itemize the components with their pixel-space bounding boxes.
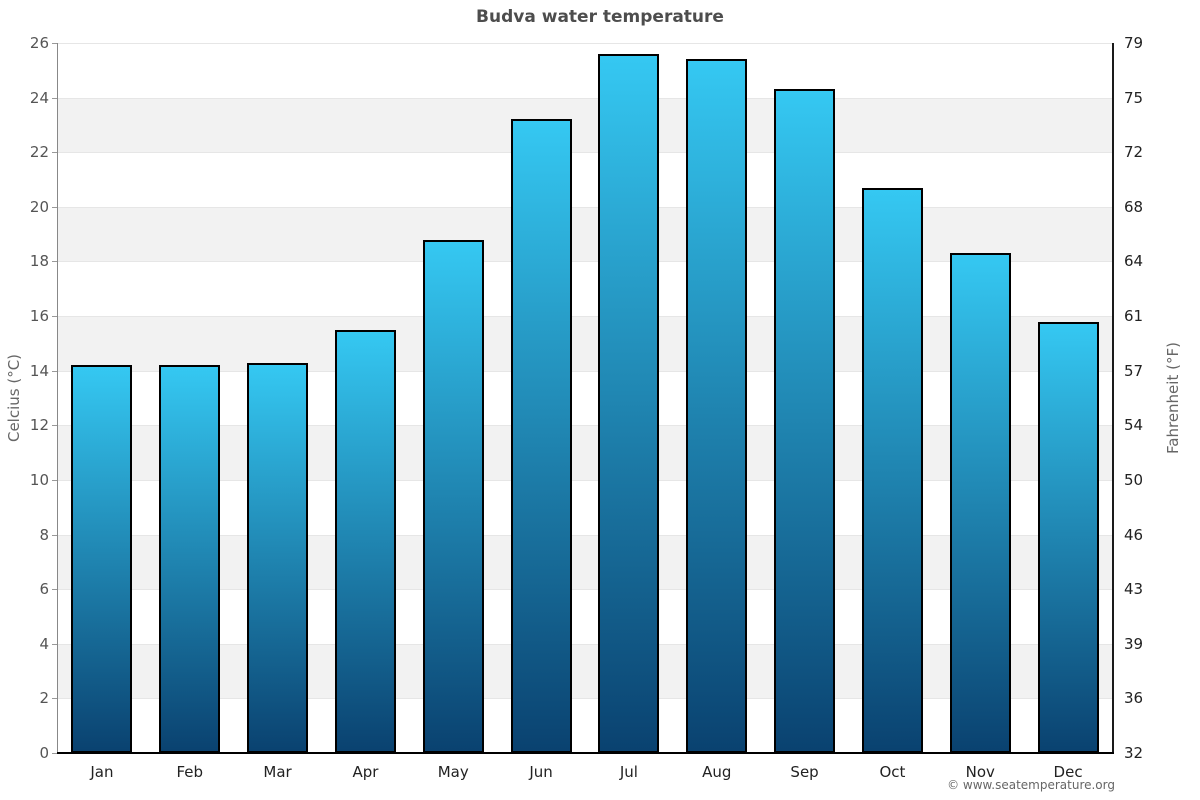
fahrenheit-tick-label: 75 <box>1124 88 1144 107</box>
celsius-tick-label: 12 <box>29 416 49 435</box>
gridline <box>58 261 1112 262</box>
fahrenheit-tick-label: 46 <box>1124 525 1144 544</box>
gridline <box>58 316 1112 317</box>
celsius-tick-mark <box>52 98 57 99</box>
x-axis-line <box>57 752 1114 754</box>
bar-mar <box>247 362 309 753</box>
fahrenheit-tick-label: 39 <box>1124 634 1144 653</box>
bar-nov <box>949 253 1011 753</box>
celsius-tick-label: 16 <box>29 307 49 326</box>
fahrenheit-tick-label: 36 <box>1124 689 1144 708</box>
celsius-tick-mark <box>52 644 57 645</box>
gridline <box>58 644 1112 645</box>
gridline <box>58 207 1112 208</box>
celsius-tick-mark <box>52 480 57 481</box>
bar-jul <box>598 53 660 753</box>
fahrenheit-tick-label: 54 <box>1124 416 1144 435</box>
celsius-tick-label: 2 <box>39 689 49 708</box>
fahrenheit-tick-label: 68 <box>1124 197 1144 216</box>
celsius-tick-mark <box>52 425 57 426</box>
fahrenheit-tick-label: 43 <box>1124 580 1144 599</box>
celsius-tick-label: 26 <box>29 34 49 52</box>
bar-feb <box>159 365 221 753</box>
bar-may <box>422 239 484 753</box>
y-axis-line-left <box>57 43 58 753</box>
x-tick-label-feb: Feb <box>176 763 204 781</box>
x-tick-label-sep: Sep <box>790 763 819 781</box>
gridline <box>58 480 1112 481</box>
celsius-tick-label: 22 <box>29 143 49 162</box>
x-tick-label-mar: Mar <box>263 763 292 781</box>
celsius-tick-label: 18 <box>29 252 49 271</box>
celsius-tick-label: 20 <box>29 197 49 216</box>
y-axis-title-celsius: Celcius (°C) <box>5 353 23 443</box>
x-tick-label-aug: Aug <box>702 763 732 781</box>
gridline <box>58 98 1112 99</box>
x-tick-label-dec: Dec <box>1053 763 1083 781</box>
fahrenheit-tick-label: 64 <box>1124 252 1144 271</box>
x-tick-label-may: May <box>437 763 469 781</box>
fahrenheit-tick-label: 50 <box>1124 470 1144 489</box>
fahrenheit-tick-label: 57 <box>1124 361 1144 380</box>
plot-area <box>58 43 1112 753</box>
grid-band <box>58 206 1112 262</box>
gridline <box>58 535 1112 536</box>
celsius-tick-mark <box>52 698 57 699</box>
bar-jan <box>71 365 133 753</box>
celsius-tick-label: 4 <box>39 634 49 653</box>
celsius-tick-label: 14 <box>29 361 49 380</box>
x-tick-label-jun: Jun <box>529 763 553 781</box>
celsius-tick-mark <box>52 753 57 754</box>
x-tick-label-nov: Nov <box>965 763 995 781</box>
celsius-tick-mark <box>52 371 57 372</box>
x-tick-label-apr: Apr <box>352 763 379 781</box>
celsius-tick-mark <box>52 152 57 153</box>
celsius-tick-label: 0 <box>39 744 49 762</box>
celsius-tick-label: 8 <box>39 525 49 544</box>
grid-band <box>58 316 1112 371</box>
fahrenheit-tick-label: 72 <box>1124 143 1144 162</box>
gridline <box>58 43 1112 44</box>
bar-aug <box>686 59 748 753</box>
x-tick-label-oct: Oct <box>879 763 906 781</box>
fahrenheit-tick-label: 61 <box>1124 307 1144 326</box>
chart-title: Budva water temperature <box>476 7 724 27</box>
gridline <box>58 371 1112 372</box>
bar-oct <box>861 187 923 753</box>
fahrenheit-tick-label: 32 <box>1124 744 1144 762</box>
credit-link[interactable]: © www.seatemperature.org <box>947 778 1115 792</box>
gridline <box>58 152 1112 153</box>
x-tick-label-jul: Jul <box>619 763 638 781</box>
celsius-tick-label: 24 <box>29 88 49 107</box>
celsius-tick-mark <box>52 207 57 208</box>
y-axis-line-right <box>1112 43 1114 753</box>
bar-dec <box>1037 321 1099 753</box>
x-tick-label-jan: Jan <box>90 763 114 781</box>
celsius-tick-mark <box>52 316 57 317</box>
celsius-tick-label: 6 <box>39 580 49 599</box>
grid-band <box>58 425 1112 480</box>
grid-band <box>58 534 1112 590</box>
celsius-tick-mark <box>52 43 57 44</box>
celsius-tick-mark <box>52 261 57 262</box>
grid-band <box>58 643 1112 699</box>
gridline <box>58 698 1112 699</box>
celsius-tick-mark <box>52 589 57 590</box>
fahrenheit-tick-label: 79 <box>1124 34 1144 52</box>
bar-sep <box>774 89 836 753</box>
gridline <box>58 425 1112 426</box>
y-axis-title-fahrenheit: Fahrenheit (°F) <box>1164 342 1182 454</box>
bar-jun <box>510 119 572 753</box>
celsius-tick-label: 10 <box>29 470 49 489</box>
bar-apr <box>334 329 396 753</box>
celsius-tick-mark <box>52 535 57 536</box>
gridline <box>58 589 1112 590</box>
grid-band <box>58 97 1112 153</box>
